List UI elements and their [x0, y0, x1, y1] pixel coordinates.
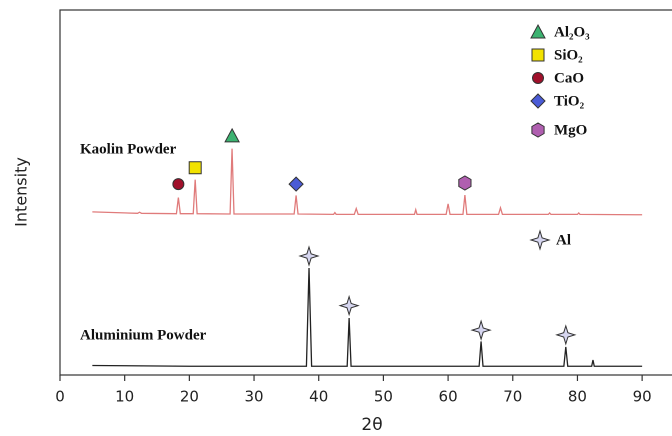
legend-symbol: [532, 72, 544, 84]
x-tick-label: 10: [115, 388, 134, 406]
x-axis-label: 2θ: [361, 415, 382, 435]
legend-label: MgO: [554, 122, 587, 138]
xrd-pattern: [92, 268, 643, 367]
legend-label: SiO₂: [554, 47, 583, 63]
peak-marker: [555, 324, 577, 346]
legend-symbol: [529, 229, 551, 251]
legend-symbol: [531, 122, 545, 138]
plot-frame: [59, 9, 672, 376]
peak-marker: [188, 161, 202, 175]
x-tick-label: 40: [309, 388, 328, 406]
xrd-pattern: [92, 148, 643, 216]
x-tick-label: 0: [55, 388, 65, 406]
legend-label: CaO: [554, 70, 584, 86]
y-axis-label: Intensity: [12, 157, 31, 227]
legend-symbol: [531, 48, 545, 62]
peak-marker: [288, 176, 304, 192]
x-tick-label: 70: [503, 388, 522, 406]
legend-label: Al₂O₃: [554, 24, 590, 40]
peak-marker: [298, 245, 320, 267]
x-tick-label: 60: [439, 388, 458, 406]
legend-label: Al: [556, 232, 571, 248]
peak-marker: [338, 294, 360, 317]
x-tick-label: 20: [180, 388, 199, 406]
legend-symbol: [530, 93, 546, 109]
peak-marker: [470, 319, 492, 341]
legend-label: TiO₂: [554, 93, 585, 109]
x-tick-label: 50: [374, 388, 393, 406]
series-label: Kaolin Powder: [80, 141, 177, 157]
legend-symbol: [530, 23, 546, 39]
x-tick-label: 90: [633, 388, 652, 406]
x-tick-label: 30: [244, 388, 263, 406]
peak-marker: [172, 178, 185, 191]
peak-marker: [224, 127, 240, 143]
series-label: Aluminium Powder: [80, 327, 207, 343]
x-tick-label: 80: [568, 388, 587, 406]
peak-marker: [458, 175, 472, 191]
